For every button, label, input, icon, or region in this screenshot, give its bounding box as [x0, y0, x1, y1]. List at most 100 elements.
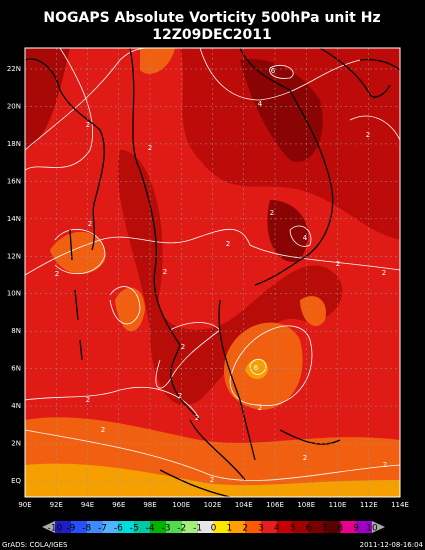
contour-label: 2 [210, 476, 214, 484]
colorbar-label: -10 [48, 524, 63, 534]
colorbar-box [86, 521, 103, 533]
lon-label: 94E [81, 501, 94, 509]
lat-label: 12N [7, 252, 21, 260]
lon-label: 106E [266, 501, 284, 509]
contour-label: 2 [303, 454, 307, 462]
colorbar-box [292, 521, 309, 533]
colorbar-label: -4 [146, 524, 155, 534]
contour-label: 2 [258, 404, 262, 412]
contour-label: 2 [195, 414, 199, 422]
lon-label: 110E [329, 501, 347, 509]
colorbar-box [229, 521, 246, 533]
grid: 90E 92E 94E 96E 98E 100E 102E 104E 106E 108E 110E 1… [7, 48, 409, 509]
colorbar-label: 7 [322, 524, 328, 534]
lon-label: 100E [172, 501, 190, 509]
colorbar-box [150, 521, 166, 533]
lon-label: 98E [143, 501, 156, 509]
contour-label: 4 [258, 100, 263, 108]
colorbar-label: 10 [366, 524, 378, 534]
contour-label: 2 [86, 121, 90, 129]
colorbar-label: 2 [242, 524, 248, 534]
lon-label: 114E [391, 501, 409, 509]
colorbar-label: 6 [306, 524, 312, 534]
contour-label: 2 [86, 396, 90, 404]
colorbar-box [70, 521, 87, 533]
colorbar-box [118, 521, 135, 533]
contour-label: 2 [55, 270, 59, 278]
lon-label: 96E [112, 501, 125, 509]
colorbar-label: 3 [258, 524, 264, 534]
title: NOGAPS Absolute Vorticity 500hPa unit Hz [43, 10, 380, 26]
colorbar-label: -1 [193, 524, 202, 534]
colorbar-box [102, 521, 119, 533]
lon-label: 90E [18, 501, 31, 509]
colorbar-label: 9 [353, 524, 359, 534]
colorbar-box [324, 521, 341, 533]
colorbar-box [245, 521, 262, 533]
lat-label: 22N [7, 65, 21, 73]
contour-label: 2 [88, 220, 92, 228]
contour-labels: 6 4 2 2 2 2 2 4 2 2 2 2 2 2 6 2 2 2 2 2 … [55, 67, 387, 484]
colorbar-label: 1 [226, 524, 232, 534]
lat-label: 18N [7, 140, 21, 148]
contour-label: 4 [303, 234, 308, 242]
lat-label: 2N [11, 440, 21, 448]
colorbar-label: 4 [274, 524, 280, 534]
lon-label: 104E [235, 501, 253, 509]
contour-label: 2 [336, 260, 340, 268]
colorbar-end [372, 521, 385, 533]
colorbar-label: -5 [130, 524, 139, 534]
colorbar-label: 8 [337, 524, 343, 534]
lat-label: 14N [7, 215, 21, 223]
lat-label: 10N [7, 290, 21, 298]
lat-label: 4N [11, 402, 21, 410]
contour-label: 6 [271, 67, 276, 75]
lon-label: 108E [297, 501, 315, 509]
contour-label: 2 [101, 426, 105, 434]
colorbar-label: -3 [161, 524, 170, 534]
lon-label: 112E [360, 501, 378, 509]
colorbar-end [42, 521, 55, 533]
colorbar-label: -2 [177, 524, 186, 534]
colorbar-box [356, 521, 372, 533]
contour-label: 6 [254, 364, 259, 372]
footer-left: GrADS: COLA/IGES [2, 541, 68, 549]
colorbar-label: -9 [66, 524, 75, 534]
contour-label: 2 [382, 269, 386, 277]
contour-label: 2 [148, 144, 152, 152]
contour-label: 2 [163, 268, 167, 276]
colorbar-box [213, 521, 230, 533]
lat-label: 16N [7, 177, 21, 185]
colorbar-box [197, 521, 214, 533]
contour-label: 2 [383, 461, 387, 469]
map-frame [24, 47, 401, 498]
colorbar-box [181, 521, 198, 533]
colorbar-label: -7 [98, 524, 107, 534]
subtitle: 12Z09DEC2011 [152, 27, 272, 43]
contour-label: 2 [181, 343, 185, 351]
colorbar: -10 -9 -8 -7 -6 -5 -4 -3 -2 -1 0 1 2 3 4 5 6 7 8 9 10 [42, 521, 385, 534]
colorbar-box [165, 521, 182, 533]
colorbar-label: -8 [82, 524, 91, 534]
colorbar-label: 5 [290, 524, 296, 534]
colorbar-box [134, 521, 151, 533]
contour-label: 2 [366, 131, 370, 139]
lat-label: 6N [11, 365, 21, 373]
colorbar-box [276, 521, 293, 533]
colorbar-label: -6 [114, 524, 123, 534]
contour-label: 2 [226, 240, 230, 248]
contour-label: 2 [270, 209, 274, 217]
colorbar-label: 0 [211, 524, 217, 534]
colorbar-box [308, 521, 325, 533]
lat-label: 20N [7, 102, 21, 110]
lat-label: 8N [11, 327, 21, 335]
lon-label: 102E [204, 501, 222, 509]
colorbar-box [261, 521, 277, 533]
lon-label: 92E [50, 501, 63, 509]
colorbar-box [340, 521, 357, 533]
footer-right: 2011-12-08-16:04 [360, 541, 424, 549]
lat-label: EQ [11, 477, 21, 485]
colorbar-box [55, 521, 71, 533]
